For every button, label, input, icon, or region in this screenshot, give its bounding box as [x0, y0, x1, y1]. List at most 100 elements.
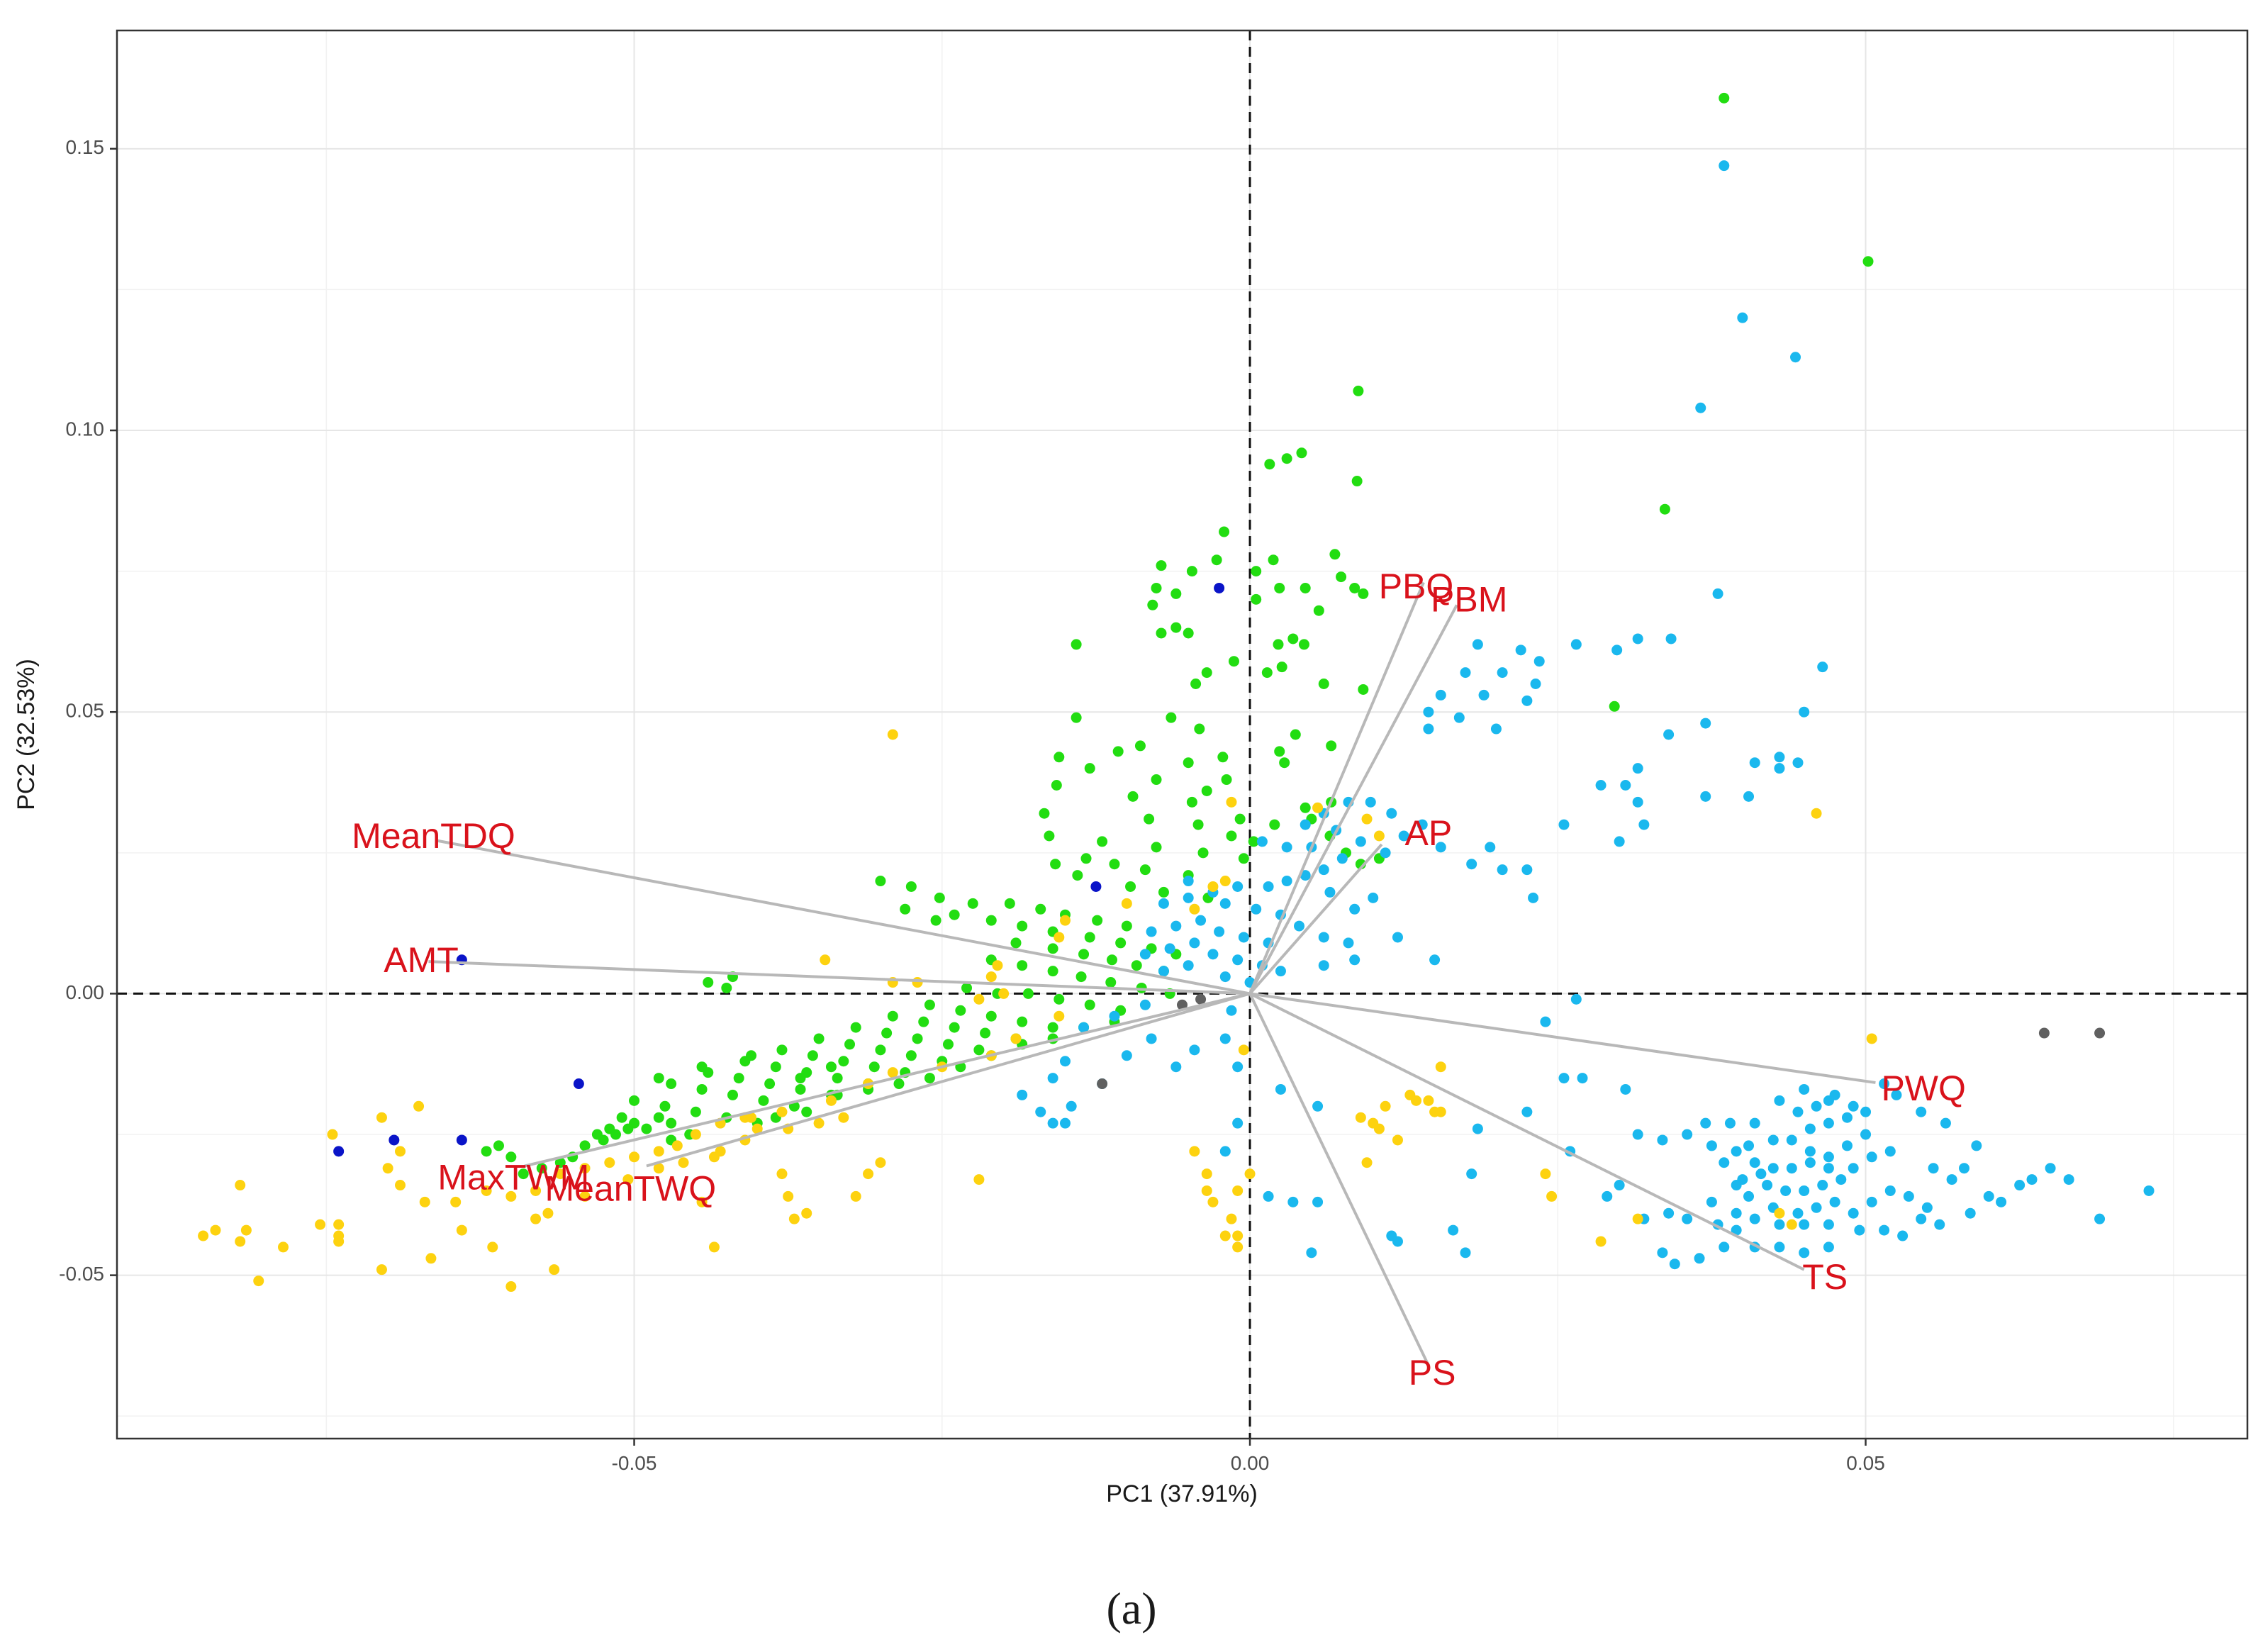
point-cyan: [1017, 1089, 1028, 1100]
point-grey: [1177, 999, 1188, 1010]
point-cyan: [1275, 966, 1286, 977]
point-green: [985, 1010, 997, 1022]
point-yellow: [1201, 1185, 1212, 1196]
point-cyan: [1460, 1247, 1471, 1258]
point-grey: [1097, 1078, 1108, 1090]
loading-label-ps: PS: [1409, 1353, 1456, 1393]
point-cyan: [1485, 842, 1496, 853]
point-cyan: [1232, 1117, 1244, 1129]
point-yellow: [395, 1180, 406, 1191]
point-green: [1862, 256, 1874, 267]
point-cyan: [1792, 1207, 1804, 1219]
point-cyan: [1823, 1219, 1834, 1230]
point-green: [1121, 920, 1132, 932]
point-cyan: [1719, 1157, 1730, 1168]
point-cyan: [1767, 1163, 1779, 1174]
point-yellow: [678, 1157, 689, 1168]
point-green: [493, 1140, 504, 1151]
point-yellow: [1380, 1100, 1391, 1112]
point-cyan: [1638, 819, 1650, 830]
point-green: [1183, 757, 1194, 769]
point-green: [1054, 752, 1065, 763]
point-green: [905, 1050, 917, 1061]
loading-label-meantdq: MeanTDQ: [352, 816, 515, 856]
point-cyan: [1700, 718, 1711, 729]
point-cyan: [1170, 1061, 1182, 1073]
point-yellow: [1189, 1146, 1200, 1157]
point-cyan: [1854, 1224, 1865, 1236]
point-cyan: [1146, 1033, 1157, 1044]
point-yellow: [973, 1174, 985, 1185]
point-cyan: [1521, 695, 1533, 706]
series-grey: [1097, 993, 2106, 1090]
point-green: [930, 915, 941, 926]
point-yellow: [671, 1140, 683, 1151]
loading-vector-meantdq: [435, 839, 1251, 995]
point-cyan: [1632, 633, 1643, 644]
point-cyan: [1774, 1241, 1785, 1253]
point-green: [1156, 560, 1167, 571]
point-yellow: [998, 988, 1010, 999]
point-cyan: [2094, 1213, 2106, 1224]
point-cyan: [1799, 1185, 1810, 1196]
point-green: [1226, 830, 1237, 842]
point-yellow: [1866, 1033, 1877, 1044]
point-yellow: [783, 1190, 794, 1202]
point-green: [1353, 385, 1364, 396]
point-green: [1251, 593, 1262, 605]
point-green: [1279, 757, 1290, 769]
plot-panel-background: [117, 30, 2247, 1439]
point-cyan: [1934, 1219, 1945, 1230]
point-green: [1358, 683, 1369, 695]
point-yellow: [1811, 808, 1822, 819]
point-cyan: [1466, 1168, 1477, 1180]
point-yellow: [1189, 903, 1200, 915]
point-green: [1329, 549, 1341, 560]
point-green: [1139, 864, 1151, 876]
point-cyan: [1916, 1213, 1927, 1224]
point-yellow: [875, 1157, 886, 1168]
point-green: [721, 982, 732, 993]
point-yellow: [505, 1281, 517, 1293]
point-cyan: [1429, 954, 1441, 966]
point-cyan: [1226, 1005, 1237, 1016]
point-cyan: [1533, 656, 1545, 667]
point-yellow: [813, 1117, 825, 1129]
point-yellow: [579, 1190, 591, 1202]
point-green: [1183, 627, 1194, 639]
point-cyan: [1417, 819, 1428, 830]
loading-vector-meantwq: [646, 992, 1251, 1168]
x-axis-ticks: -0.05 0.00 0.05: [612, 1439, 1885, 1474]
point-cyan: [1724, 1117, 1736, 1129]
point-green: [518, 1168, 529, 1180]
point-green: [1151, 842, 1162, 853]
point-green: [1115, 937, 1127, 949]
point-cyan: [1786, 1134, 1797, 1146]
point-green: [801, 1106, 812, 1117]
reference-lines: [117, 30, 2247, 1439]
point-cyan: [1392, 932, 1403, 943]
point-yellow: [1373, 1123, 1385, 1134]
loading-vector-ts: [1249, 992, 1805, 1271]
point-green: [887, 1010, 898, 1022]
point-green: [1281, 453, 1292, 464]
point-cyan: [1497, 667, 1508, 679]
point-cyan: [1682, 1129, 1693, 1140]
point-cyan: [1164, 943, 1175, 954]
y-tick-label: -0.05: [59, 1263, 104, 1285]
point-green: [1194, 723, 1205, 735]
point-yellow: [554, 1168, 566, 1180]
point-cyan: [1817, 1180, 1828, 1191]
point-green: [505, 1151, 517, 1163]
point-cyan: [1490, 723, 1502, 735]
point-cyan: [1731, 1146, 1742, 1157]
point-cyan: [1706, 1140, 1717, 1151]
point-cyan: [1158, 898, 1169, 909]
point-green: [1186, 566, 1197, 577]
point-green: [795, 1083, 806, 1095]
point-green: [875, 876, 886, 887]
x-tick-label: 0.00: [1231, 1452, 1270, 1474]
point-yellow: [1054, 932, 1065, 943]
